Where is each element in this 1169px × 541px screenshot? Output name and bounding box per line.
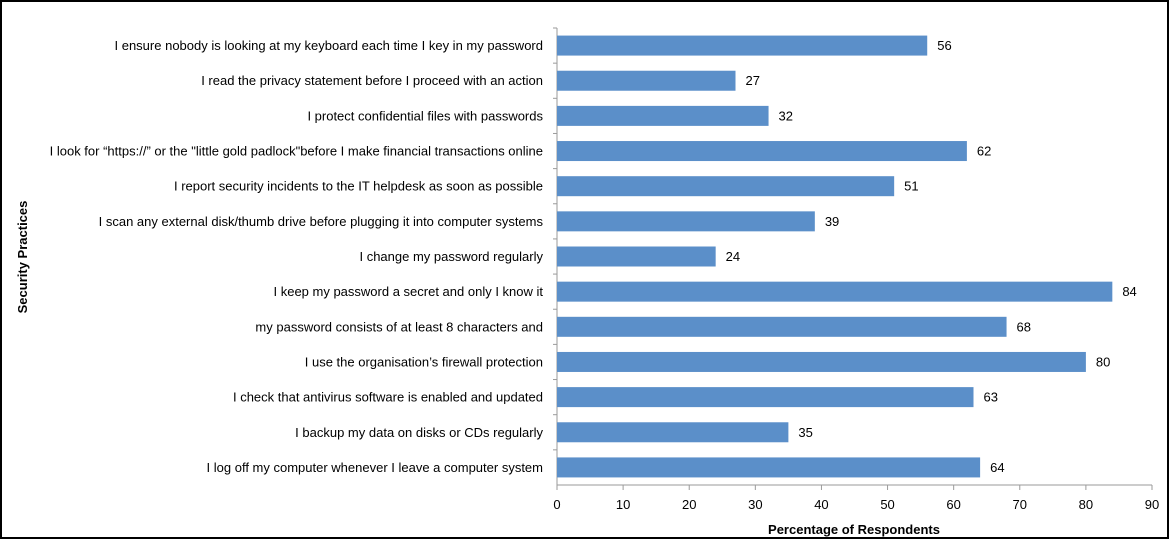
data-label: 63 <box>984 390 998 405</box>
bar <box>557 457 981 478</box>
bar <box>557 105 769 126</box>
value-labels: 56 27 32 62 51 39 24 84 68 80 63 35 64 <box>726 38 1137 475</box>
bar <box>557 141 967 162</box>
bars-layer <box>557 35 1113 478</box>
bar <box>557 316 1007 337</box>
data-label: 32 <box>779 108 793 123</box>
data-label: 62 <box>977 144 991 159</box>
category-label: I change my password regularly <box>359 249 543 264</box>
x-tick-label: 50 <box>880 497 894 512</box>
x-tick-label: 60 <box>946 497 960 512</box>
x-tick-label: 90 <box>1145 497 1159 512</box>
category-label: I report security incidents to the IT he… <box>174 179 543 194</box>
data-label: 39 <box>825 214 839 229</box>
x-tick-label: 30 <box>748 497 762 512</box>
data-label: 84 <box>1122 284 1136 299</box>
x-tick-label: 20 <box>682 497 696 512</box>
bar <box>557 211 815 232</box>
bar <box>557 387 974 408</box>
bar <box>557 351 1086 372</box>
x-tick-label: 70 <box>1013 497 1027 512</box>
bar <box>557 246 716 267</box>
data-label: 51 <box>904 179 918 194</box>
x-tick-label: 10 <box>616 497 630 512</box>
x-axis-title: Percentage of Respondents <box>768 522 940 537</box>
category-label: I use the organisation’s firewall protec… <box>305 354 543 369</box>
bar <box>557 70 736 91</box>
category-label: I protect confidential files with passwo… <box>307 108 543 123</box>
category-label: I keep my password a secret and only I k… <box>273 284 543 299</box>
data-label: 35 <box>798 425 812 440</box>
bar <box>557 422 789 443</box>
category-label: my password consists of at least 8 chara… <box>255 319 543 334</box>
bar <box>557 35 928 56</box>
bar <box>557 176 895 197</box>
x-axis-ticks: 0 10 20 30 40 50 60 70 80 90 <box>553 27 1159 512</box>
data-label: 24 <box>726 249 740 264</box>
data-label: 68 <box>1017 319 1031 334</box>
category-label: I look for “https://” or the "little gol… <box>50 144 543 159</box>
category-label: I log off my computer whenever I leave a… <box>207 460 543 475</box>
category-label: I ensure nobody is looking at my keyboar… <box>115 38 544 53</box>
data-label: 80 <box>1096 354 1110 369</box>
category-label: I scan any external disk/thumb drive bef… <box>99 214 544 229</box>
category-labels: I ensure nobody is looking at my keyboar… <box>50 38 544 475</box>
data-label: 56 <box>937 38 951 53</box>
y-axis-title: Security Practices <box>15 201 30 314</box>
category-label: I check that antivirus software is enabl… <box>233 390 543 405</box>
category-label: I backup my data on disks or CDs regular… <box>295 425 543 440</box>
x-tick-label: 40 <box>814 497 828 512</box>
data-label: 27 <box>746 73 760 88</box>
category-label: I read the privacy statement before I pr… <box>201 73 543 88</box>
bar <box>557 281 1113 302</box>
data-label: 64 <box>990 460 1004 475</box>
x-tick-label: 80 <box>1079 497 1093 512</box>
x-tick-label: 0 <box>553 497 560 512</box>
